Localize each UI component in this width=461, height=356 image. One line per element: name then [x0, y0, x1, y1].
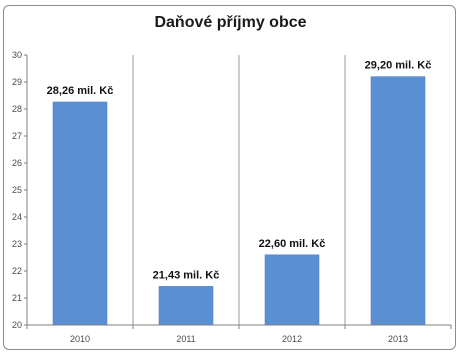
y-tick-label: 28: [12, 104, 22, 114]
x-tick-label-2010: 2010: [70, 334, 90, 344]
grid-layer: [132, 55, 346, 325]
bar-2012: [264, 254, 320, 326]
data-label-2013: 29,20 mil. Kč: [365, 60, 432, 72]
y-tick-label: 26: [12, 158, 22, 168]
x-tick-label-2011: 2011: [176, 334, 195, 344]
data-label-2012: 22,60 mil. Kč: [259, 238, 326, 250]
chart-title: Daňové příjmy obce: [154, 14, 307, 31]
y-tick-label: 20: [12, 320, 22, 330]
axis-layer: 20 21 22 23 24 25 26 27 28 29 30 2010 2011 2012 2013: [12, 50, 452, 344]
y-tick-label: 29: [12, 77, 22, 87]
x-tick-label-2013: 2013: [388, 334, 408, 344]
y-tick-label: 22: [12, 266, 22, 276]
data-label-2011: 21,43 mil. Kč: [153, 269, 220, 281]
y-tick-label: 25: [12, 185, 22, 195]
y-tick-label: 24: [12, 212, 22, 222]
bar-2013: [370, 76, 426, 326]
y-tick-label: 23: [12, 239, 22, 249]
bars-layer: [52, 76, 426, 326]
bar-2011: [158, 286, 214, 326]
data-label-2010: 28,26 mil. Kč: [47, 85, 114, 97]
bar-2010: [52, 101, 108, 326]
x-tick-label-2012: 2012: [282, 334, 302, 344]
labels-layer: 28,26 mil. Kč 21,43 mil. Kč 22,60 mil. Kč 2…: [47, 60, 432, 282]
y-tick-label: 27: [12, 131, 22, 141]
y-tick-label: 30: [12, 50, 22, 60]
y-tick-label: 21: [12, 293, 22, 303]
